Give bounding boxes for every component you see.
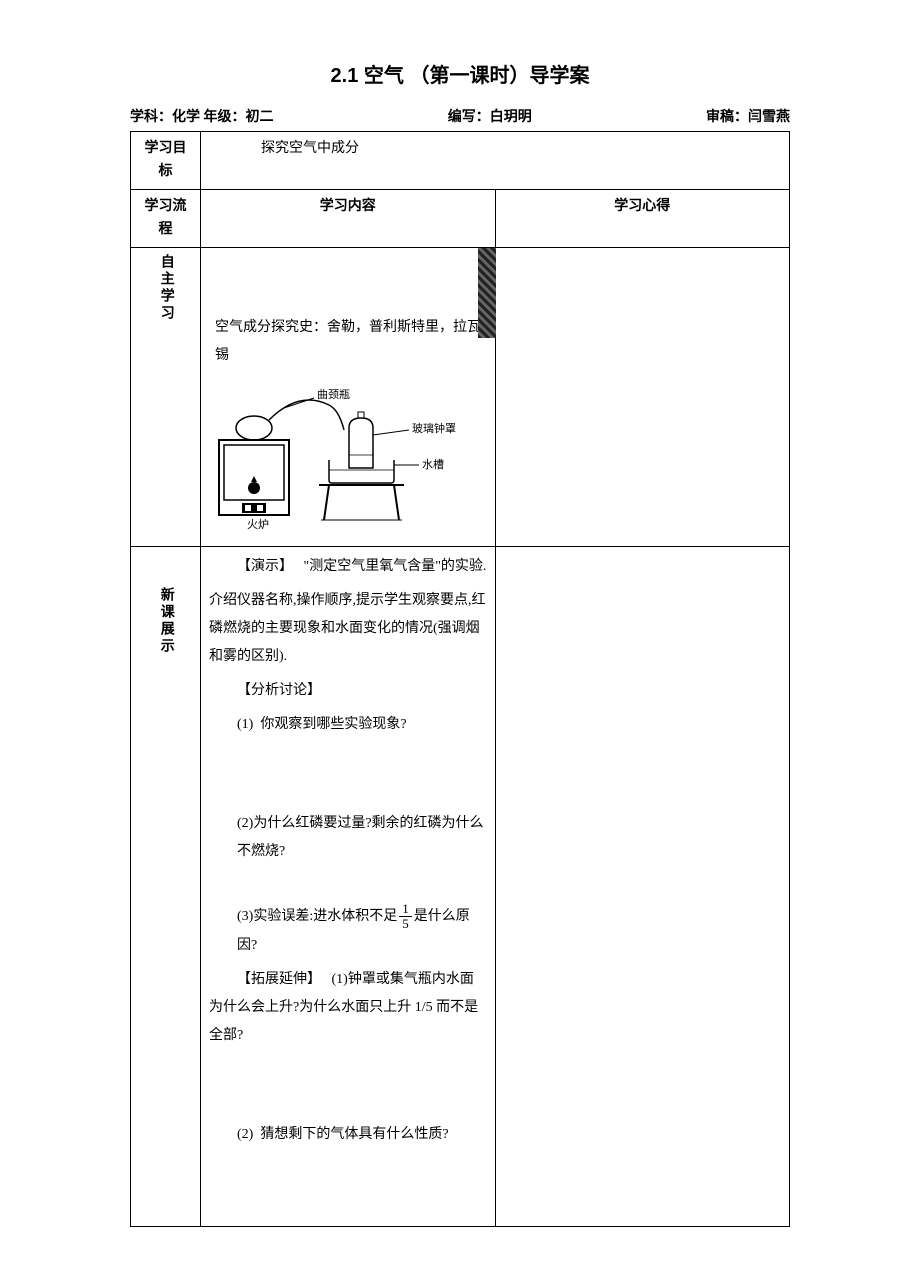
section2-vtitle: 新课展示 [154,587,176,655]
q3-pre: (3)实验误差:进水体积不足 [237,909,397,924]
meta-left: 学科：化学 年级：初二 [130,107,274,129]
section2-content: 【演示】 "测定空气里氧气含量"的实验. 介绍仪器名称,操作顺序,提示学生观察要… [201,546,496,1226]
section1-notes [495,247,790,546]
gap-after-q2 [209,872,487,902]
notes-header: 学习心得 [495,190,790,248]
belljar-label: 玻璃钟罩 [412,421,456,435]
goal-row: 学习目标 探究空气中成分 [131,132,790,190]
meta-right: 审稿：闫雪燕 [706,107,790,129]
section1-vtitle: 自主学习 [154,254,176,322]
subject-label: 学科： [130,110,172,125]
q3-line: (3)实验误差:进水体积不足15是什么原因? [209,902,487,960]
author-label: 编写： [448,110,490,125]
content-header: 学习内容 [201,190,496,248]
ext-label: 【拓展延伸】 [237,972,321,987]
retort-label: 曲颈瓶 [317,387,350,401]
gap-after-ext2 [209,1155,487,1220]
meta-center: 编写：白玥明 [274,107,707,129]
intro-text: 介绍仪器名称,操作顺序,提示学生观察要点,红磷燃烧的主要现象和水面变化的情况(强… [209,587,487,671]
grade-value: 初二 [246,110,274,125]
demo-line: 【演示】 "测定空气里氧气含量"的实验. [209,553,487,581]
reviewer-label: 审稿： [706,110,748,125]
ext-q2-text: 猜想剩下的气体具有什么性质? [260,1127,448,1142]
discuss-label: 【分析讨论】 [209,677,487,705]
fraction-den: 5 [399,917,412,931]
header-row: 学习流程 学习内容 学习心得 [131,190,790,248]
fraction-num: 1 [399,902,412,917]
portrait-image-placeholder [478,248,496,338]
fraction: 15 [399,902,412,932]
grade-label: 年级： [204,110,246,125]
q1-text: 你观察到哪些实验现象? [260,717,406,732]
demo-text: "测定空气里氧气含量"的实验. [304,559,487,574]
subject-value: 化学 [172,110,200,125]
gap-after-ext1 [209,1056,487,1121]
reviewer-value: 闫雪燕 [748,110,790,125]
author-value: 白玥明 [490,110,532,125]
demo-label: 【演示】 [237,559,293,574]
history-text: 空气成分探究史：舍勒，普利斯特里，拉瓦锡 [215,314,487,370]
document-title: 2.1 空气 （第一课时）导学案 [130,60,790,92]
main-table: 学习目标 探究空气中成分 学习流程 学习内容 学习心得 自主学习 空气成分探究史… [130,131,790,1226]
ext-q2-num: (2) [237,1127,253,1142]
section1-row: 自主学习 空气成分探究史：舍勒，普利斯特里，拉瓦锡 火炉 [131,247,790,546]
q2-text: (2)为什么红磷要过量?剩余的红磷为什么不燃烧? [209,810,487,866]
apparatus-diagram: 火炉 曲颈瓶 水槽 [209,380,487,540]
trough-label: 水槽 [422,458,444,471]
q1-line: (1) 你观察到哪些实验现象? [209,711,487,739]
goal-text: 探究空气中成分 [201,132,790,190]
section2-label-cell: 新课展示 [131,546,201,1226]
q1-num: (1) [237,717,253,732]
furnace-label: 火炉 [247,518,269,531]
section1-content: 空气成分探究史：舍勒，普利斯特里，拉瓦锡 火炉 曲颈瓶 [201,247,496,546]
section2-notes [495,546,790,1226]
meta-row: 学科：化学 年级：初二 编写：白玥明 审稿：闫雪燕 [130,107,790,129]
section2-row: 新课展示 【演示】 "测定空气里氧气含量"的实验. 介绍仪器名称,操作顺序,提示… [131,546,790,1226]
goal-label: 学习目标 [131,132,201,190]
gap-after-q1 [209,745,487,810]
ext-q2-line: (2) 猜想剩下的气体具有什么性质? [209,1121,487,1149]
ext-line: 【拓展延伸】 (1)钟罩或集气瓶内水面为什么会上升?为什么水面只上升 1/5 而… [209,966,487,1050]
flow-header: 学习流程 [131,190,201,248]
section1-label-cell: 自主学习 [131,247,201,546]
